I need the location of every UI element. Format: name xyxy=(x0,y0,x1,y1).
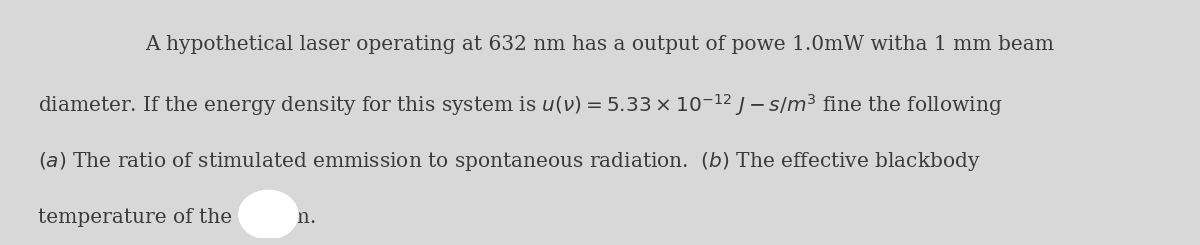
Text: temperature of the system.: temperature of the system. xyxy=(38,208,316,227)
Text: A hypothetical laser operating at 632 nm has a output of powe 1.0mW witha 1 mm b: A hypothetical laser operating at 632 nm… xyxy=(145,35,1055,54)
Text: diameter. If the energy density for this system is $u(\nu) = 5.33\times 10^{-12}: diameter. If the energy density for this… xyxy=(38,93,1002,119)
Ellipse shape xyxy=(238,189,299,240)
Text: $(a)$ The ratio of stimulated emmission to spontaneous radiation.  $(b)$ The eff: $(a)$ The ratio of stimulated emmission … xyxy=(38,150,980,173)
